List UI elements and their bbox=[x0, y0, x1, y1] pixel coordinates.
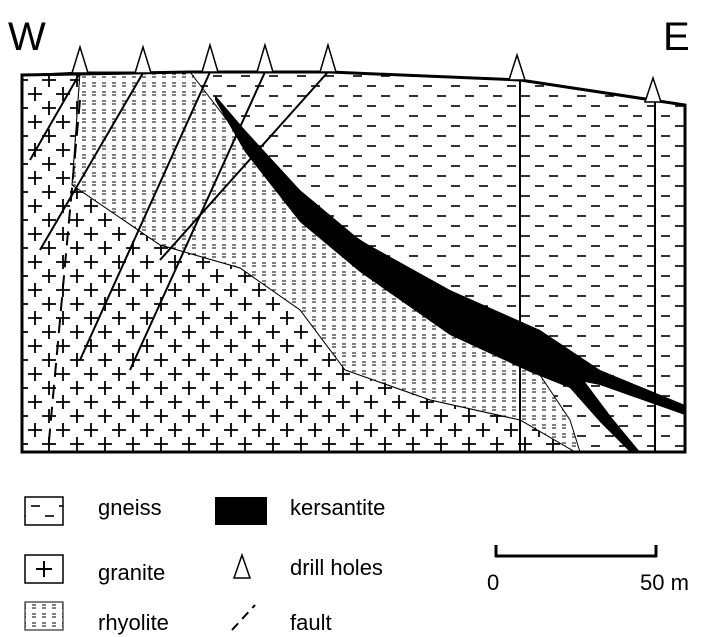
legend-label: drill holes bbox=[290, 555, 383, 580]
section bbox=[20, 42, 687, 454]
legend-label: granite bbox=[98, 560, 165, 585]
east-label: E bbox=[663, 15, 690, 59]
legend-label: kersantite bbox=[290, 495, 385, 520]
fault-swatch bbox=[231, 604, 256, 631]
scale-end-label: 50 m bbox=[640, 570, 689, 595]
legend-label: rhyolite bbox=[98, 610, 169, 635]
drill-hole-swatch bbox=[232, 552, 252, 579]
fault-line bbox=[47, 99, 81, 453]
legend-label: fault bbox=[290, 610, 332, 635]
kersantite-dike bbox=[215, 95, 685, 452]
rhyolite-swatch bbox=[24, 601, 64, 631]
granite-swatch-symbol bbox=[36, 561, 52, 577]
drill-hole-markers bbox=[70, 42, 663, 103]
drill-traces bbox=[29, 71, 656, 452]
legend: gneiss kersantite granite drill holes rh… bbox=[24, 495, 385, 635]
gneiss-swatch bbox=[24, 496, 64, 526]
kersantite-swatch bbox=[215, 497, 267, 525]
legend-label: gneiss bbox=[98, 495, 162, 520]
scale-start-label: 0 bbox=[487, 570, 499, 595]
west-label: W bbox=[8, 15, 46, 59]
scale-bar bbox=[494, 545, 658, 558]
